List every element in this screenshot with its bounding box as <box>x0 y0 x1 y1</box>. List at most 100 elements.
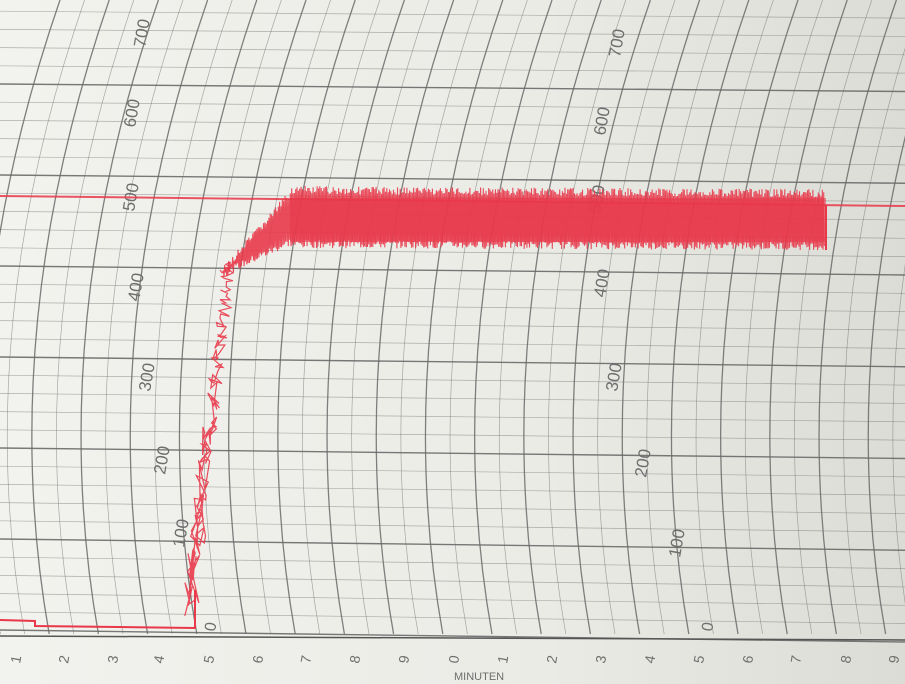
minute-tick: 0 <box>445 654 462 665</box>
time-gridline <box>6 0 85 635</box>
zero-label: 0 <box>202 621 220 633</box>
time-gridline <box>474 0 553 635</box>
scale-left-label: 700 <box>130 17 154 48</box>
amplitude-gridline <box>0 265 905 276</box>
time-gridline <box>424 0 504 635</box>
plateau-band <box>290 198 826 242</box>
baseline-trace <box>0 590 196 630</box>
scale-left-label: 400 <box>124 271 148 302</box>
amplitude-gridline <box>0 502 905 514</box>
amplitude-gridline <box>0 429 905 441</box>
minute-tick: 3 <box>104 654 121 665</box>
time-gridline <box>597 0 676 635</box>
amplitude-gridline <box>0 174 905 184</box>
time-gridline <box>375 0 455 635</box>
amplitude-gridline <box>0 302 905 313</box>
time-gridline <box>105 0 184 635</box>
red-recording-trace <box>0 186 905 630</box>
minute-tick: 1 <box>494 654 511 665</box>
minute-tick: 1 <box>7 654 24 665</box>
minute-tick: 4 <box>641 654 658 665</box>
amplitude-gridline <box>0 411 905 423</box>
time-gridline <box>203 0 282 635</box>
time-gridline <box>0 0 61 634</box>
time-gridline <box>523 0 602 635</box>
scale-left-label: 200 <box>150 444 174 475</box>
amplitude-gridline <box>0 447 905 460</box>
time-gridline <box>129 0 209 635</box>
time-gridline <box>769 0 848 635</box>
minute-tick: 5 <box>690 654 707 665</box>
time-gridline <box>56 0 135 635</box>
time-gridline <box>572 0 652 635</box>
time-gridline <box>818 0 898 635</box>
rising-trace <box>184 261 234 617</box>
grid-bottom-border <box>0 635 905 641</box>
minute-tick: 7 <box>297 654 314 665</box>
minute-tick: 6 <box>249 654 266 665</box>
amplitude-gridline <box>0 156 905 166</box>
minute-tick: 6 <box>739 654 756 665</box>
minute-tick: 8 <box>346 654 363 665</box>
time-gridline <box>326 0 406 635</box>
minute-tick: 8 <box>837 654 854 665</box>
time-gridline <box>400 0 479 635</box>
amplitude-gridline <box>0 393 905 404</box>
zero-label: 0 <box>699 621 717 633</box>
amplitude-gridline <box>0 556 905 569</box>
minute-tick: 4 <box>150 654 167 665</box>
amplitude-gridline <box>0 611 905 624</box>
time-gridline <box>228 0 307 635</box>
amplitude-gridline <box>0 593 905 606</box>
scale-right-label: 100 <box>665 527 689 558</box>
time-gridline <box>843 47 905 635</box>
amplitude-gridline <box>0 338 905 349</box>
minute-tick: 3 <box>592 654 609 665</box>
amplitude-gridline <box>0 83 905 93</box>
scale-left-label: 300 <box>135 361 159 392</box>
minute-tick: 2 <box>543 654 560 665</box>
scale-right-label: 400 <box>590 267 614 298</box>
minute-axis: 1 2 3 4 5 6 7 8 9 0 1 2 3 4 5 6 7 8 9 MI… <box>7 654 902 683</box>
minute-axis-title: MINUTEN <box>454 671 504 683</box>
time-gridline <box>621 0 701 635</box>
amplitude-gridline <box>0 538 905 551</box>
amplitude-gridline <box>0 65 905 74</box>
time-gridline <box>449 0 528 635</box>
time-gridline <box>80 0 160 635</box>
time-gridline <box>794 0 873 635</box>
time-gridline <box>867 135 905 635</box>
scale-right-label: 300 <box>602 361 626 392</box>
amplitude-gridline <box>0 465 905 478</box>
scale-left-label: 100 <box>169 517 193 548</box>
time-gridline <box>351 0 430 635</box>
time-gridline <box>178 0 258 635</box>
amplitude-gridline <box>0 484 905 496</box>
minute-tick: 9 <box>395 654 412 665</box>
amplitude-gridline <box>0 10 905 19</box>
time-gridline <box>548 0 627 635</box>
amplitude-gridline <box>0 247 905 257</box>
amplitude-gridline <box>0 47 905 56</box>
amplitude-gridline <box>0 120 905 129</box>
amplitude-gridline <box>0 374 905 386</box>
amplitude-gridline <box>0 320 905 331</box>
minute-tick: 9 <box>885 654 902 665</box>
minute-tick: 5 <box>200 654 217 665</box>
scale-right-label: 600 <box>590 105 614 136</box>
time-gridline <box>31 0 110 635</box>
amplitude-gridline <box>0 138 905 147</box>
scale-left-label: 600 <box>120 97 144 128</box>
amplitude-gridline <box>0 29 905 37</box>
amplitude-gridline <box>0 520 905 533</box>
amplitude-gridline <box>0 575 905 588</box>
scale-right-label: 200 <box>631 447 655 478</box>
time-gridline <box>154 0 233 635</box>
time-gridline <box>892 263 905 605</box>
recording-grid <box>0 0 905 643</box>
scale-right-label: 700 <box>605 27 629 58</box>
amplitude-gridline <box>0 101 905 111</box>
minute-tick: 7 <box>787 654 804 665</box>
